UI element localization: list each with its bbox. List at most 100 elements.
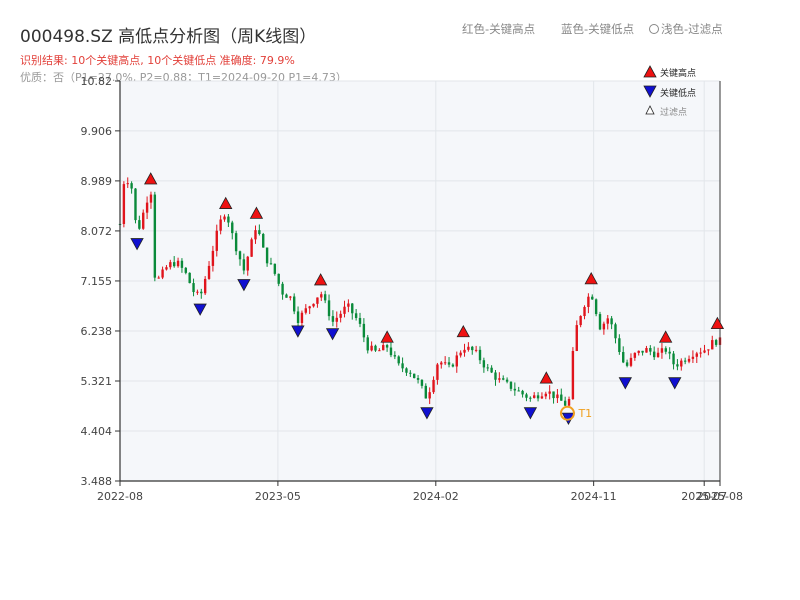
candle-body (699, 352, 702, 354)
candle-body (455, 355, 458, 367)
candle-body (664, 348, 668, 352)
x-tick-label: 2025-08 (697, 490, 743, 503)
y-tick-label: 8.072 (81, 225, 113, 238)
candle-body (656, 352, 660, 358)
candle-body (517, 390, 520, 392)
candle-body (436, 364, 439, 380)
candle-body (567, 399, 571, 406)
y-tick-label: 10.82 (81, 75, 113, 88)
candle-body (571, 350, 575, 400)
candle-body (560, 394, 563, 401)
candle-body (351, 303, 354, 314)
axes: 3.488 4.404 5.321 6.238 7.155 8.072 8.989 9.906… (81, 75, 743, 503)
candle-body (471, 346, 474, 351)
candle-body (262, 233, 265, 248)
candle-body (227, 216, 230, 223)
candle-body (273, 263, 277, 274)
legend-high-marker (643, 65, 657, 78)
candle-body (412, 373, 416, 379)
candle-body (331, 316, 335, 322)
key-high-marker (539, 371, 553, 384)
candle-body (176, 260, 180, 267)
candle-body (145, 202, 149, 213)
candle-body (641, 350, 644, 353)
key-high-marker (380, 330, 394, 343)
candle-body (714, 340, 718, 345)
candle-body (320, 294, 323, 298)
candle-body (300, 312, 304, 323)
candle-body (513, 388, 517, 391)
candle-body (223, 216, 226, 220)
candle-body (691, 356, 695, 359)
legend-high-label: 关键高点 (660, 67, 696, 79)
candle-body (296, 311, 300, 323)
candle-body (525, 394, 528, 398)
candle-body (277, 273, 280, 284)
candle-body (343, 306, 346, 314)
key-low-marker (668, 377, 682, 390)
x-tick-label: 2022-08 (97, 490, 143, 503)
x-tick-label: 2024-02 (413, 490, 459, 503)
candle-body (652, 351, 656, 358)
candle-body (234, 233, 238, 252)
key-low-marker (618, 377, 632, 390)
candle-body (169, 262, 172, 268)
candle-body (556, 394, 559, 399)
candle-body (610, 318, 613, 325)
chart-title: 000498.SZ 高低点分析图（周K线图） (20, 27, 317, 47)
candle-body (188, 272, 191, 284)
candle-body (354, 313, 358, 318)
candle-body (602, 323, 606, 330)
candle-body (544, 393, 548, 397)
candle-body (211, 250, 215, 266)
candle-body (536, 395, 540, 399)
candle-body (633, 352, 637, 358)
candle-body (370, 345, 373, 351)
candle-body (358, 317, 362, 324)
candle-body (134, 188, 137, 221)
candle-body (529, 397, 532, 399)
candle-body (552, 391, 555, 399)
candle-body (494, 372, 497, 380)
legend-low-label: 关键低点 (660, 87, 696, 99)
candle-body (285, 294, 288, 298)
candle-body (242, 259, 246, 271)
candle-body (649, 348, 652, 352)
y-tick-label: 5.321 (81, 375, 113, 388)
key-low-marker (420, 407, 434, 420)
candle-body (587, 296, 590, 307)
candle-body (389, 347, 393, 356)
result-summary: 识别结果: 10个关键高点, 10个关键低点 准确度: 79.9% (20, 54, 295, 67)
candle-body (498, 378, 501, 380)
candle-body (548, 391, 551, 394)
y-tick-label: 6.238 (81, 325, 113, 338)
candle-body (192, 283, 195, 293)
candle-body (540, 396, 544, 399)
candle-body (335, 317, 338, 322)
candle-body (366, 337, 369, 351)
candle-body (238, 251, 242, 260)
key-high-marker (313, 273, 328, 286)
y-tick-label: 9.906 (81, 125, 113, 138)
x-tick-label: 2024-11 (571, 490, 617, 503)
candle-body (215, 230, 218, 251)
key-low-marker (193, 303, 207, 316)
candle-body (207, 265, 211, 279)
candle-body (153, 194, 157, 278)
candle-body (184, 267, 188, 273)
candle-body (645, 348, 648, 353)
candle-body (265, 247, 269, 264)
candle-body (200, 291, 203, 294)
key-low-marker (291, 325, 305, 338)
candle-body (505, 379, 509, 382)
candle-body (428, 392, 431, 399)
candle-body (486, 367, 489, 369)
y-tick-label: 8.989 (81, 175, 113, 188)
candle-body (246, 256, 249, 271)
candle-body (304, 308, 308, 313)
candle-body (281, 283, 284, 295)
candle-body (440, 362, 443, 365)
candle-body (323, 294, 327, 301)
candle-body (451, 364, 455, 367)
candle-body (687, 358, 691, 362)
